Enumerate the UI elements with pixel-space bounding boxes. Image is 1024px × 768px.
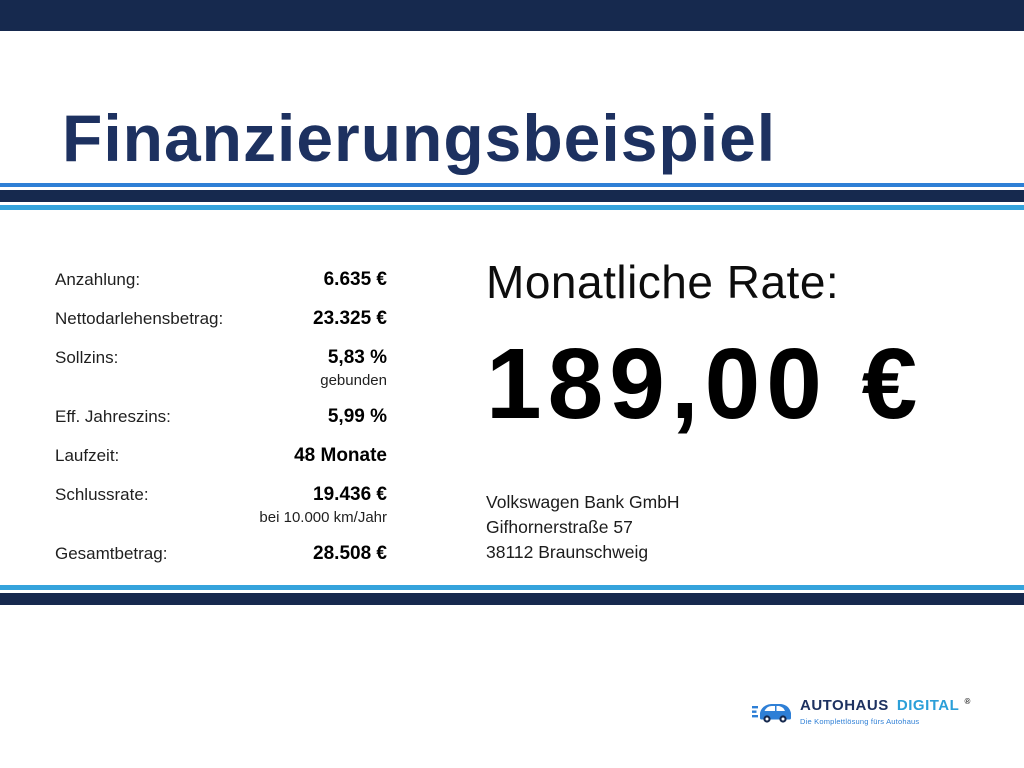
car-icon <box>752 698 792 729</box>
bank-name: Volkswagen Bank GmbH <box>486 492 680 512</box>
brand-digital: DIGITAL <box>896 697 960 714</box>
bank-address: Volkswagen Bank GmbH Gifhornerstraße 57 … <box>486 490 1016 565</box>
finance-row-laufzeit: Laufzeit: 48 Monate <box>55 444 387 468</box>
finance-value: 5,99 % <box>327 406 387 427</box>
finance-row-anzahlung: Anzahlung: 6.635 € <box>55 268 387 292</box>
divider-gap <box>0 202 1024 205</box>
finance-value: 5,83 % <box>327 347 387 368</box>
brand-line: AUTOHAUS DIGITAL ® <box>800 697 970 714</box>
finance-note: gebunden <box>320 372 387 389</box>
rate-amount: 189,00 € <box>486 328 924 440</box>
finance-table: Anzahlung: 6.635 € Nettodarlehensbetrag:… <box>55 268 387 581</box>
page-title: Finanzierungsbeispiel <box>62 101 777 176</box>
bank-street: Gifhornerstraße 57 <box>486 517 633 537</box>
brand-autohaus: AUTOHAUS <box>800 697 889 714</box>
registered-trademark-symbol: ® <box>964 697 971 706</box>
finance-value: 48 Monate <box>294 445 387 466</box>
bank-city: 38112 Braunschweig <box>486 542 649 562</box>
divider-top <box>0 183 1024 210</box>
finance-row-schlussrate: Schlussrate: 19.436 € <box>55 483 387 507</box>
finance-value: 23.325 € <box>313 308 387 329</box>
divider-bar-navy <box>0 593 1024 605</box>
finance-value: 6.635 € <box>323 269 387 290</box>
finance-value: 19.436 € <box>313 484 387 505</box>
finance-row-nettodarlehensbetrag: Nettodarlehensbetrag: 23.325 € <box>55 307 387 331</box>
divider-line-cyan <box>0 205 1024 210</box>
finance-label: Nettodarlehensbetrag: <box>55 309 224 328</box>
rate-block: Monatliche Rate: 189,00 € Volkswagen Ban… <box>486 256 1016 565</box>
divider-bar-navy <box>0 190 1024 202</box>
top-navy-bar <box>0 0 1024 31</box>
finance-row-eff-jahreszins: Eff. Jahreszins: 5,99 % <box>55 405 387 429</box>
divider-gap <box>0 590 1024 593</box>
divider-line-cyan <box>0 585 1024 590</box>
finance-label: Eff. Jahreszins: <box>55 407 171 426</box>
divider-line-blue <box>0 183 1024 187</box>
finance-label: Sollzins: <box>55 348 119 367</box>
brand-tagline: Die Komplettlösung fürs Autohaus <box>800 717 920 726</box>
finance-label: Schlussrate: <box>55 485 149 504</box>
divider-bottom <box>0 585 1024 605</box>
finance-note: bei 10.000 km/Jahr <box>259 509 387 526</box>
finance-label: Anzahlung: <box>55 270 141 289</box>
finance-label: Laufzeit: <box>55 446 120 465</box>
divider-gap <box>0 187 1024 190</box>
finance-label: Gesamtbetrag: <box>55 544 168 563</box>
rate-heading: Monatliche Rate: <box>486 256 840 308</box>
autohaus-digital-logo: AUTOHAUS DIGITAL ® Die Komplettlösung fü… <box>752 697 970 729</box>
finance-row-sollzins: Sollzins: 5,83 % <box>55 346 387 370</box>
finance-row-gesamtbetrag: Gesamtbetrag: 28.508 € <box>55 542 387 566</box>
brand-text-block: AUTOHAUS DIGITAL ® Die Komplettlösung fü… <box>800 697 970 726</box>
finance-value: 28.508 € <box>313 543 387 564</box>
